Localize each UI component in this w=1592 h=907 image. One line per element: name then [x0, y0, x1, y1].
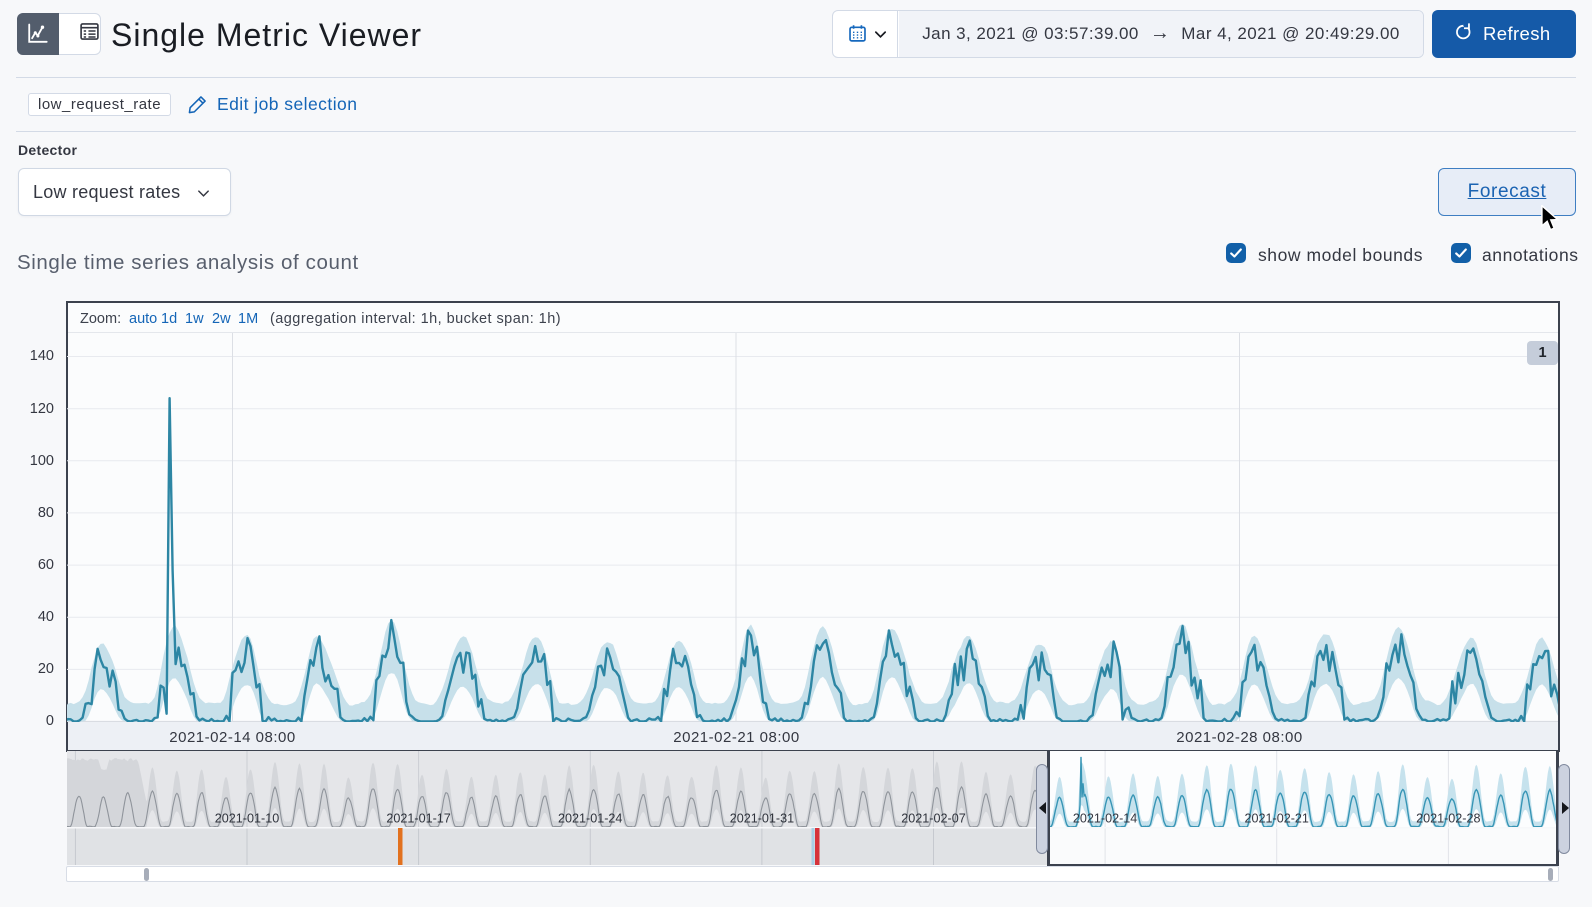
svg-text:2021-01-10: 2021-01-10: [215, 812, 279, 826]
svg-text:2021-02-14: 2021-02-14: [1073, 812, 1137, 826]
svg-text:2021-01-17: 2021-01-17: [386, 812, 450, 826]
svg-text:2021-02-21: 2021-02-21: [1244, 812, 1308, 826]
svg-text:2021-02-28: 2021-02-28: [1416, 812, 1480, 826]
svg-text:2021-01-24: 2021-01-24: [558, 812, 622, 826]
svg-text:2021-01-31: 2021-01-31: [730, 812, 794, 826]
svg-text:2021-02-07: 2021-02-07: [901, 812, 965, 826]
